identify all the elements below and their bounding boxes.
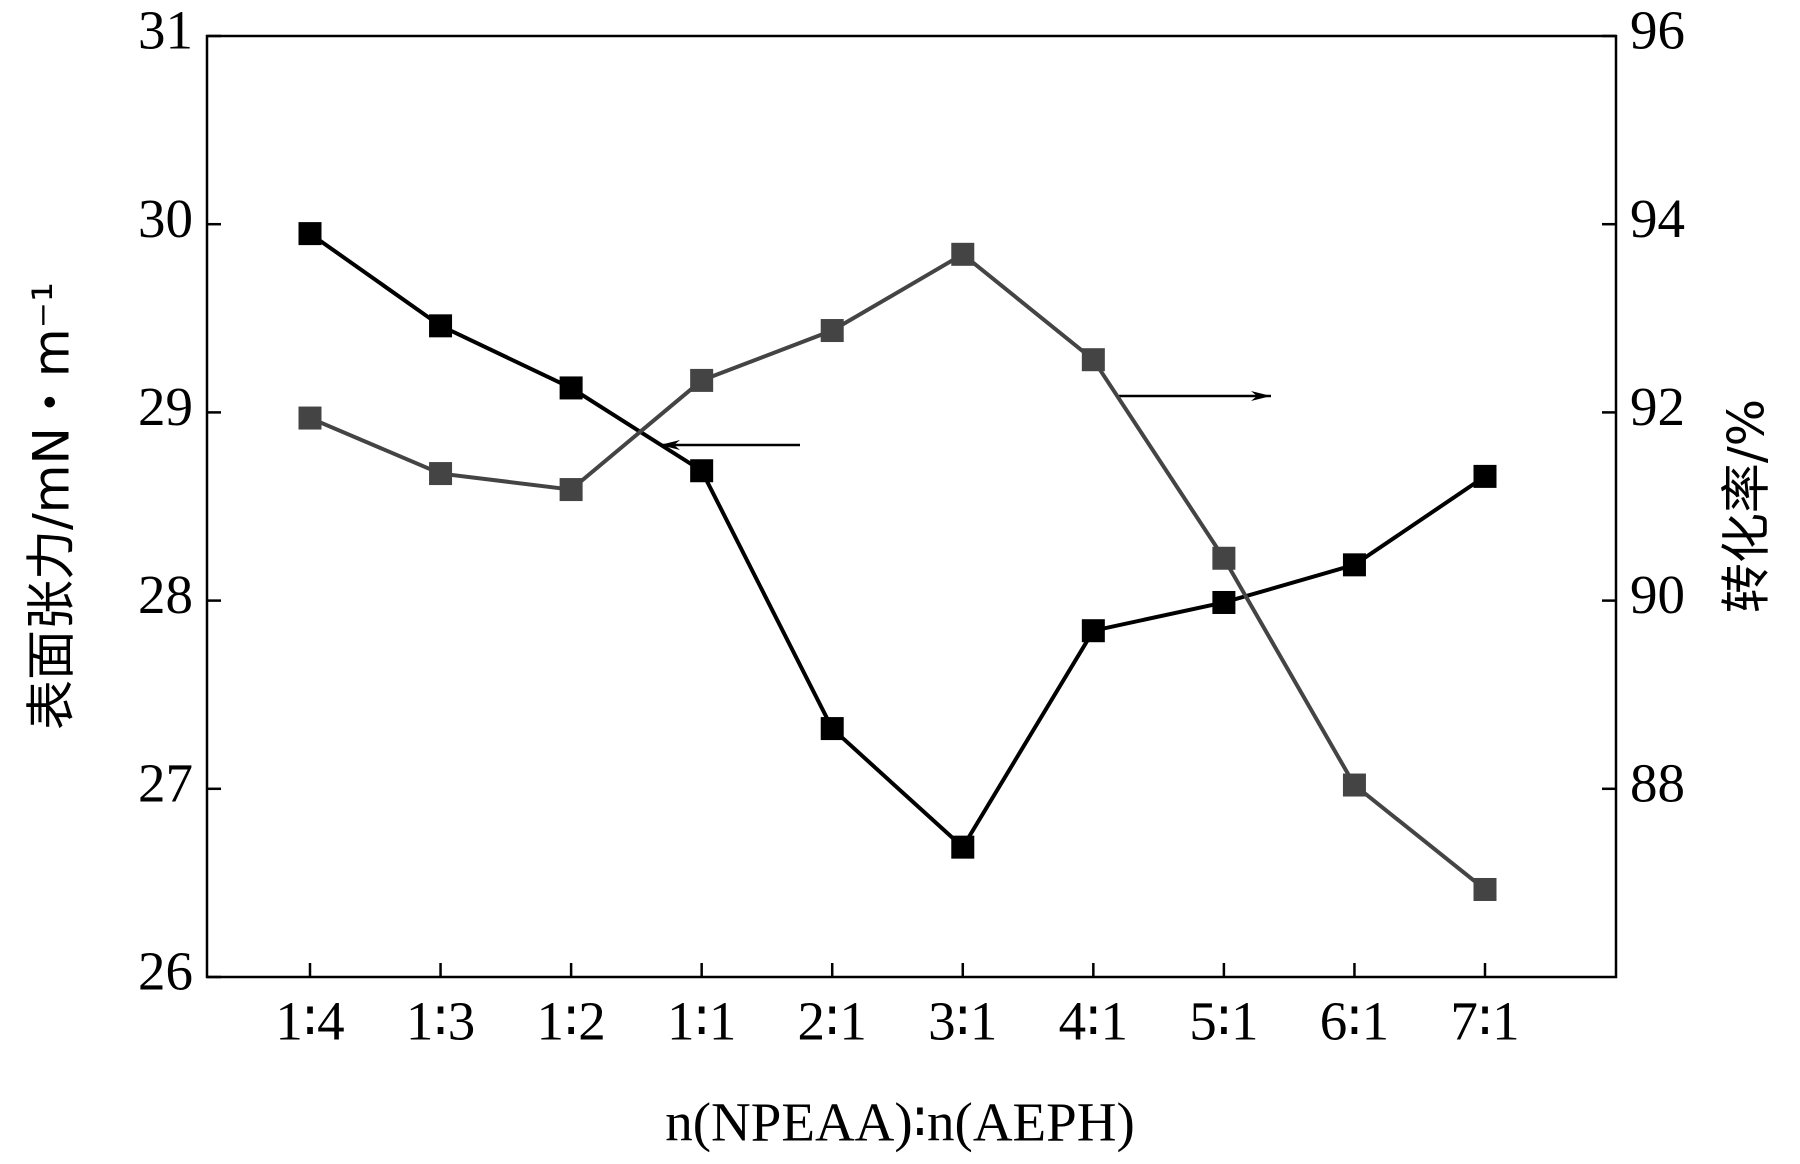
marker — [429, 314, 453, 338]
marker — [951, 242, 975, 266]
x-tick-label: 3∶1 — [928, 991, 997, 1052]
x-tick-label: 1∶3 — [406, 991, 475, 1052]
marker — [820, 319, 844, 343]
marker — [1212, 590, 1236, 614]
series-line — [308, 231, 1487, 851]
x-tick-label: 1∶2 — [536, 991, 605, 1052]
x-tick-label: 6∶1 — [1320, 991, 1389, 1052]
marker — [690, 459, 714, 483]
marker — [559, 376, 583, 400]
y2-tick-label: 96 — [1630, 0, 1685, 61]
marker — [951, 835, 975, 859]
marker — [298, 406, 322, 430]
y-tick-label: 31 — [138, 0, 193, 61]
y-tick-label: 30 — [138, 188, 193, 249]
y-tick-label: 27 — [138, 752, 193, 813]
series-line — [309, 251, 1487, 892]
marker — [1081, 348, 1105, 372]
marker — [559, 478, 583, 502]
y-tick-label: 28 — [138, 564, 193, 625]
y-tick-label: 26 — [138, 941, 193, 1002]
x-tick-label: 4∶1 — [1059, 991, 1128, 1052]
marker — [1081, 619, 1105, 643]
marker — [1212, 546, 1236, 570]
marker — [1473, 464, 1497, 488]
marker — [1473, 877, 1497, 901]
marker — [1342, 553, 1366, 577]
x-tick-label: 1∶1 — [667, 991, 736, 1052]
marker — [1342, 773, 1366, 797]
marker — [298, 222, 322, 246]
y2-axis-label: 转化率/% — [1718, 399, 1776, 613]
marker — [820, 717, 844, 741]
y2-tick-label: 88 — [1630, 752, 1685, 813]
x-tick-label: 5∶1 — [1189, 991, 1258, 1052]
marker — [429, 462, 453, 486]
y-tick-label: 29 — [138, 376, 193, 437]
x-tick-label: 1∶4 — [275, 991, 344, 1052]
x-tick-label: 2∶1 — [798, 991, 867, 1052]
x-tick-label: 7∶1 — [1450, 991, 1519, 1052]
y-axis-label: 表面张力/mN・m⁻¹ — [23, 282, 81, 730]
y2-tick-label: 94 — [1630, 188, 1685, 249]
y2-tick-label: 92 — [1630, 376, 1685, 437]
marker — [690, 368, 714, 392]
x-axis-label: n(NPEAA)∶n(AEPH) — [665, 1092, 1135, 1153]
y2-tick-label: 90 — [1630, 564, 1685, 625]
plot-frame — [205, 34, 1618, 979]
